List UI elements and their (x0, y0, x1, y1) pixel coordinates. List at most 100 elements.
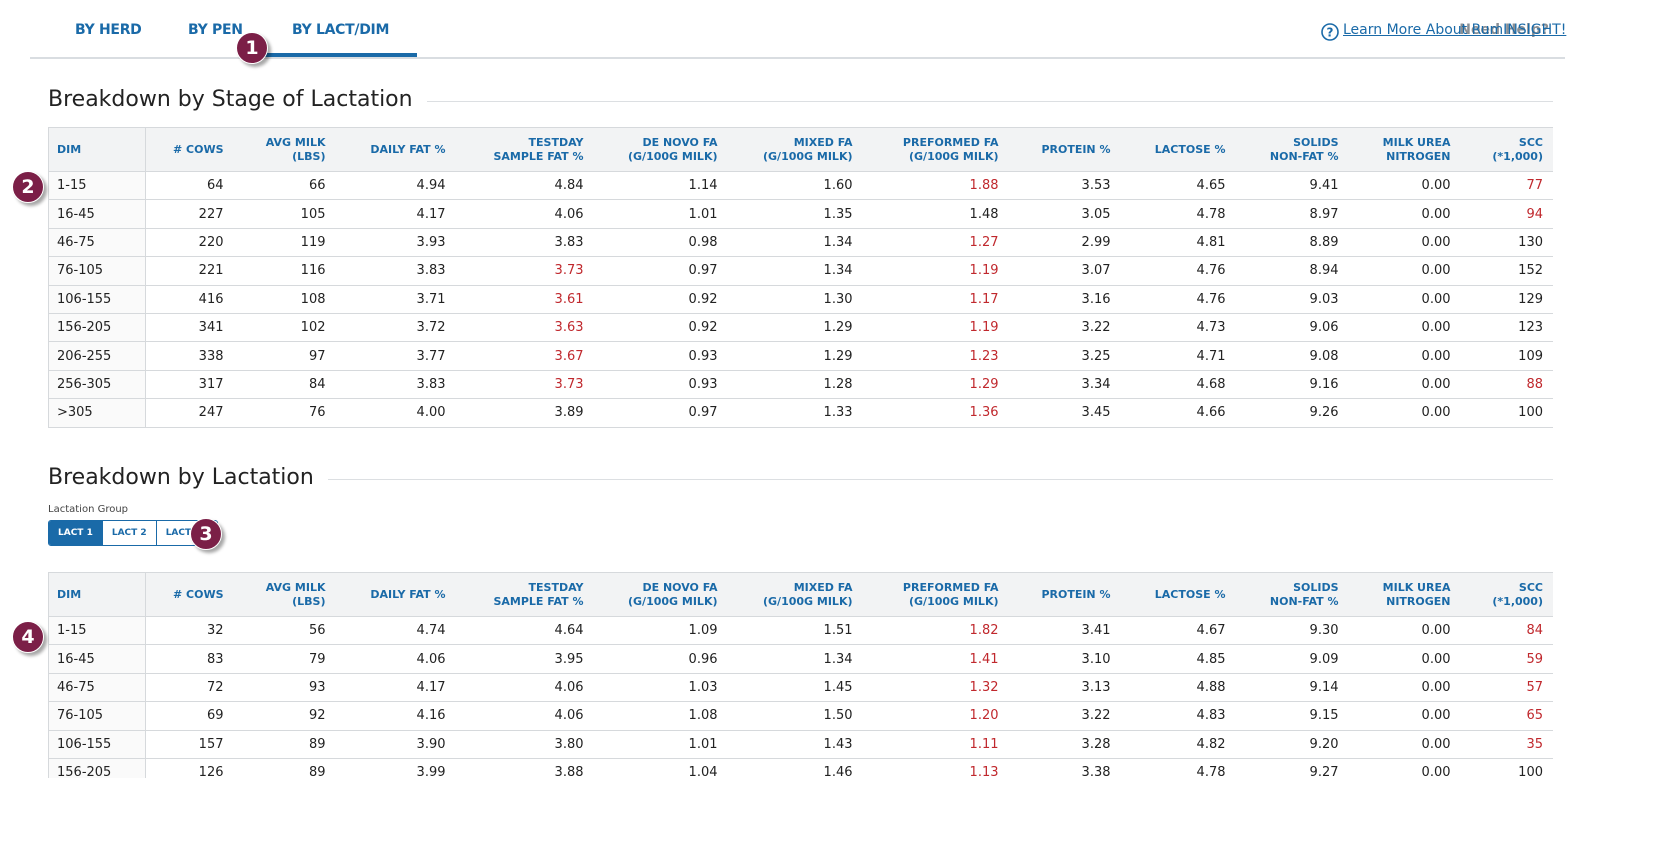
column-header: SOLIDS NON-FAT % (1235, 572, 1349, 617)
table-head: DIM # COWS AVG MILK (LBS) DAILY FAT % TESTDA… (48, 572, 1553, 617)
cell: 126 (145, 758, 234, 778)
cell: 9.08 (1235, 341, 1349, 371)
column-header: DIM (48, 572, 146, 617)
badge: 3 (190, 518, 222, 550)
cell: 89 (233, 730, 336, 759)
cell: 3.61 (455, 285, 594, 314)
cell: 0.93 (593, 370, 728, 400)
cell: 8.97 (1235, 199, 1349, 229)
column-header: PREFORMED FA (G/100G MILK) (862, 127, 1009, 172)
column-header: # COWS (145, 572, 234, 617)
column-header: LACTOSE % (1120, 127, 1236, 172)
cell: 1.03 (593, 673, 728, 703)
cell: 59 (1460, 644, 1553, 674)
cell: 4.78 (1120, 199, 1236, 229)
cell: 76 (233, 398, 336, 428)
cell: 93 (233, 673, 336, 703)
header-row: DIM # COWS AVG MILK (LBS) DAILY FAT % TESTDA… (48, 572, 1553, 617)
cell: 1.19 (862, 256, 1009, 286)
column-header: TESTDAY SAMPLE FAT % (455, 127, 594, 172)
group-label: Lactation Group (48, 504, 129, 515)
cell: 64 (145, 171, 234, 201)
table-row: 106-155 416 108 3.71 3.61 0.92 1.30 1.17 3.16 4.7… (48, 285, 1553, 314)
cell: 106-155 (48, 730, 146, 759)
group-button[interactable]: LACT 2 (101, 521, 156, 545)
cell: 65 (1460, 701, 1553, 731)
cell: 156-205 (48, 313, 146, 343)
table-row: 1-15 64 66 4.94 4.84 1.14 1.60 1.88 3.53 4.65 9.41… (48, 171, 1553, 201)
cell: 3.99 (335, 758, 456, 778)
cell: 109 (1460, 341, 1553, 371)
column-header: # COWS (145, 127, 234, 172)
cell: 3.34 (1008, 370, 1121, 400)
column-header: MILK UREA NITROGEN (1348, 127, 1461, 172)
table-row: >305 247 76 4.00 3.89 0.97 1.33 1.36 3.45 4.66 9.2… (48, 398, 1553, 428)
table-row: 1-15 32 56 4.74 4.64 1.09 1.51 1.82 3.41 4.67 9.30… (48, 616, 1553, 646)
table-row: 76-105 69 92 4.16 4.06 1.08 1.50 1.20 3.22 4.83 9.… (48, 701, 1553, 731)
data-table: DIM # COWS AVG MILK (LBS) DAILY FAT % TESTDA… (48, 572, 1553, 778)
cell: 1.82 (862, 616, 1009, 646)
tab[interactable]: BY LACT/DIM (264, 22, 418, 57)
section-rule (48, 479, 1553, 480)
cell: 56 (233, 616, 336, 646)
tab[interactable]: BY HERD (75, 22, 142, 38)
cell: 1.19 (862, 313, 1009, 343)
cell: 3.22 (1008, 313, 1121, 343)
cell: 77 (1460, 171, 1553, 201)
help-label: Need Help? (1459, 22, 1549, 38)
cell: 1.43 (727, 730, 863, 759)
help-link[interactable]: Learn More About RumINSIGHT! (1343, 22, 1567, 38)
svg-text:?: ? (1327, 26, 1334, 40)
cell: 3.72 (335, 313, 456, 343)
column-header: DIM (48, 127, 146, 172)
cell: 1.33 (727, 398, 863, 428)
cell: 3.28 (1008, 730, 1121, 759)
column-header: DE NOVO FA (G/100G MILK) (593, 127, 728, 172)
cell: 1.17 (862, 285, 1009, 314)
cell: 4.76 (1120, 285, 1236, 314)
cell: 4.17 (335, 673, 456, 703)
badge: 2 (12, 171, 44, 203)
cell: 1.29 (862, 370, 1009, 400)
table-row: 46-75 220 119 3.93 3.83 0.98 1.34 1.27 2.99 4.81 8… (48, 228, 1553, 258)
table-body: 1-15 32 56 4.74 4.64 1.09 1.51 1.82 3.41 4.67 9.30… (48, 616, 1553, 778)
header-row: DIM # COWS AVG MILK (LBS) DAILY FAT % TESTDA… (48, 127, 1553, 172)
cell: 0.00 (1348, 370, 1461, 400)
cell: 0.92 (593, 313, 728, 343)
cell: 9.15 (1235, 701, 1349, 731)
cell: 3.41 (1008, 616, 1121, 646)
cell: 1.34 (727, 228, 863, 258)
column-header: LACTOSE % (1120, 572, 1236, 617)
cell: 152 (1460, 256, 1553, 286)
cell: 3.53 (1008, 171, 1121, 201)
cell: 1.13 (862, 758, 1009, 778)
cell: 4.68 (1120, 370, 1236, 400)
cell: 247 (145, 398, 234, 428)
section-rule (48, 101, 1553, 102)
cell: 3.71 (335, 285, 456, 314)
cell: 0.00 (1348, 285, 1461, 314)
tab[interactable]: BY PEN (188, 22, 243, 38)
badge: 4 (12, 621, 44, 653)
cell: 9.06 (1235, 313, 1349, 343)
cell: 1.20 (862, 701, 1009, 731)
cell: 0.00 (1348, 256, 1461, 286)
column-header: MIXED FA (G/100G MILK) (727, 127, 863, 172)
cell: 119 (233, 228, 336, 258)
cell: 317 (145, 370, 234, 400)
group-button[interactable]: LACT 1 (49, 521, 102, 545)
cell: 206-255 (48, 341, 146, 371)
cell: 76-105 (48, 701, 146, 731)
cell: 4.73 (1120, 313, 1236, 343)
cell: 4.17 (335, 199, 456, 229)
column-header: PROTEIN % (1008, 572, 1121, 617)
cell: 3.63 (455, 313, 594, 343)
cell: 1.46 (727, 758, 863, 778)
cell: 4.82 (1120, 730, 1236, 759)
data-table: DIM # COWS AVG MILK (LBS) DAILY FAT % TESTDA… (48, 127, 1553, 428)
section-title: Breakdown by Stage of Lactation (48, 87, 427, 112)
cell: 3.73 (455, 370, 594, 400)
cell: 9.03 (1235, 285, 1349, 314)
cell: 123 (1460, 313, 1553, 343)
table-row: 16-45 83 79 4.06 3.95 0.96 1.34 1.41 3.10 4.85 9.0… (48, 644, 1553, 674)
